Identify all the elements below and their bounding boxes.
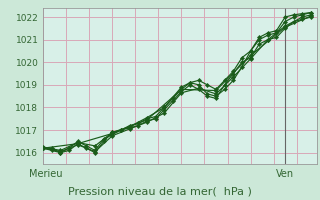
Text: Pression niveau de la mer(  hPa ): Pression niveau de la mer( hPa ) — [68, 186, 252, 196]
